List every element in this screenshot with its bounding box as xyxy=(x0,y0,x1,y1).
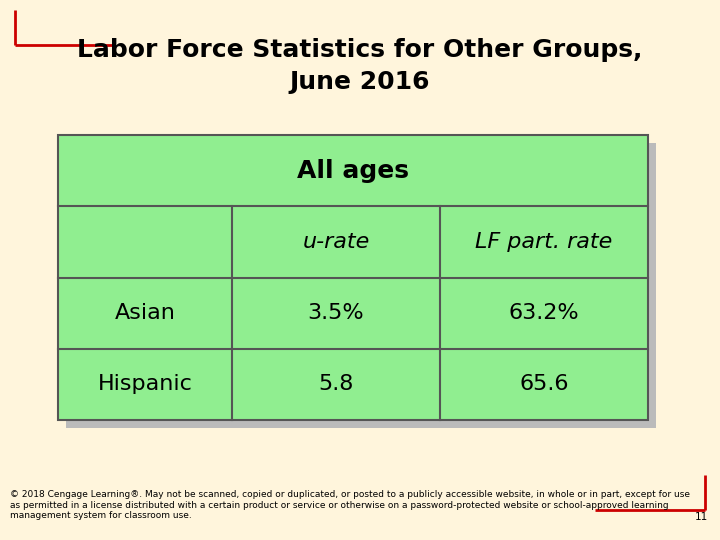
Text: u-rate: u-rate xyxy=(302,232,370,252)
Text: June 2016: June 2016 xyxy=(289,70,431,94)
Text: 63.2%: 63.2% xyxy=(509,303,580,323)
Text: All ages: All ages xyxy=(297,159,409,183)
Text: 65.6: 65.6 xyxy=(519,374,569,394)
Text: Asian: Asian xyxy=(114,303,176,323)
Text: LF part. rate: LF part. rate xyxy=(475,232,613,252)
FancyBboxPatch shape xyxy=(58,135,648,420)
FancyBboxPatch shape xyxy=(66,143,656,428)
Text: Labor Force Statistics for Other Groups,: Labor Force Statistics for Other Groups, xyxy=(77,38,643,62)
Text: 3.5%: 3.5% xyxy=(307,303,364,323)
Text: Hispanic: Hispanic xyxy=(98,374,192,394)
Text: 11: 11 xyxy=(695,512,708,522)
Text: 5.8: 5.8 xyxy=(318,374,354,394)
Text: © 2018 Cengage Learning®. May not be scanned, copied or duplicated, or posted to: © 2018 Cengage Learning®. May not be sca… xyxy=(10,490,690,520)
